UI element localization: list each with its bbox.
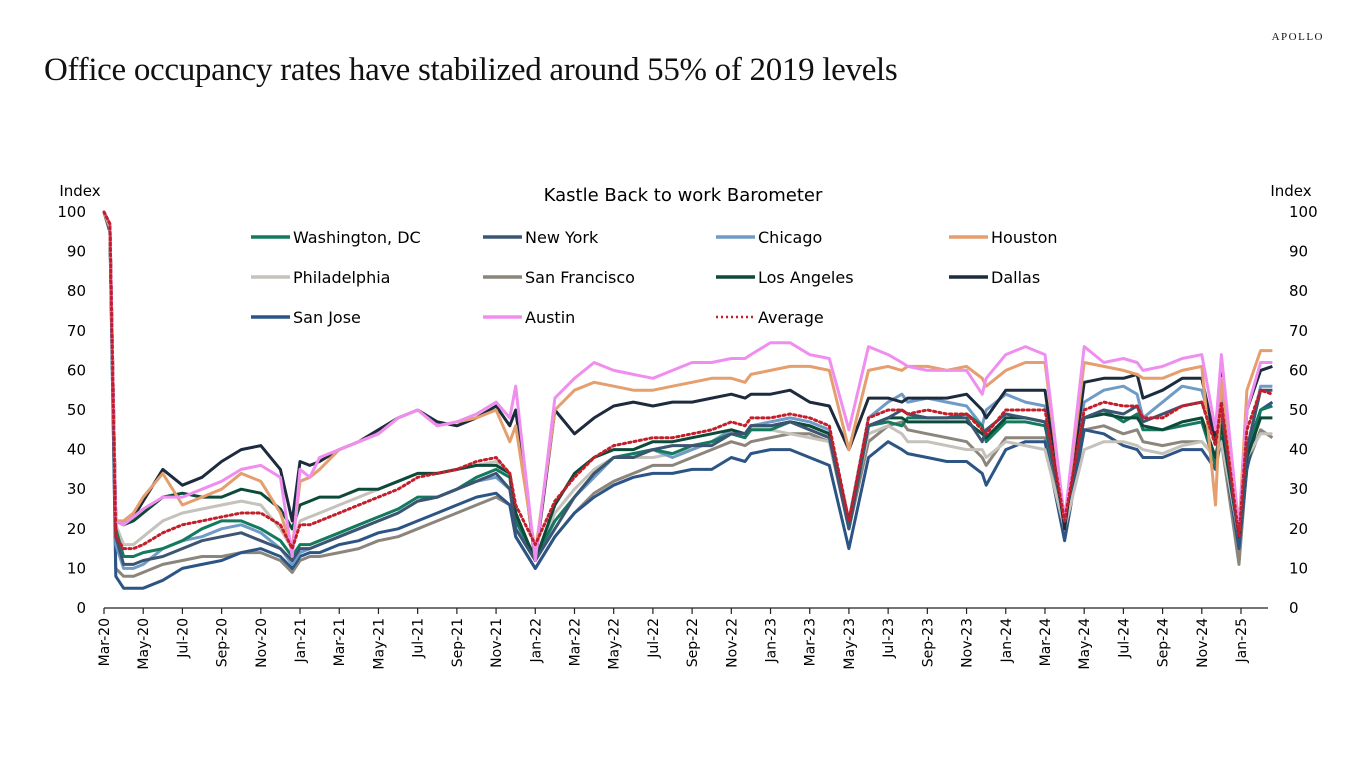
y-tick-label-left: 30	[67, 480, 86, 498]
y-ticks-right: 0 10 20 30 40 50 60 70 80 90 100	[1289, 203, 1318, 617]
x-tick-label: Jul-23	[881, 618, 897, 659]
y-tick-label-right: 0	[1289, 599, 1299, 617]
x-tick-label: Nov-24	[1195, 618, 1211, 668]
x-tick-label: Sep-21	[450, 618, 466, 667]
x-tick-label: Nov-21	[489, 618, 505, 668]
legend-item: Chicago	[716, 228, 822, 247]
x-tick-label: Jan-24	[999, 618, 1015, 664]
x-tick-label: Jan-25	[1234, 618, 1250, 663]
legend-item: Average	[716, 308, 824, 327]
y-tick-label-right: 50	[1289, 401, 1308, 419]
x-tick-label: Sep-22	[685, 618, 701, 667]
x-ticks: Mar-20 May-20 Jul-20 Sep-20 Nov-20 Jan-21 Mar-…	[97, 608, 1250, 670]
legend-label: Houston	[991, 228, 1058, 247]
legend-item: Los Angeles	[716, 268, 854, 287]
y-tick-label-left: 0	[76, 599, 86, 617]
legend-item: Washington, DC	[251, 228, 421, 247]
y-tick-label-right: 90	[1289, 243, 1308, 261]
y-axis-label-right: Index	[1270, 182, 1311, 200]
series-line-chicago	[102, 211, 1273, 570]
y-tick-label-right: 60	[1289, 361, 1308, 379]
y-tick-label-left: 60	[67, 361, 86, 379]
series-line-average	[102, 210, 1274, 551]
x-tick-label: Sep-20	[215, 618, 231, 667]
x-tick-label: Jan-23	[764, 618, 780, 663]
series-line-austin	[102, 211, 1273, 562]
x-tick-label: Jul-21	[411, 618, 427, 659]
y-axis-label-left: Index	[59, 182, 100, 200]
y-tick-label-left: 50	[67, 401, 86, 419]
legend-item: Dallas	[949, 268, 1040, 287]
chart-title: Kastle Back to work Barometer	[544, 185, 823, 206]
legend-item: San Francisco	[483, 268, 635, 287]
x-tick-label: Jan-21	[293, 618, 309, 663]
x-tick-label: Nov-22	[724, 618, 740, 668]
legend-label: Average	[758, 308, 824, 327]
legend: Washington, DC New York Chicago Houston Phil…	[251, 228, 1058, 327]
legend-item: Austin	[483, 308, 575, 327]
x-tick-label: Sep-23	[920, 618, 936, 667]
x-tick-label: Nov-23	[960, 618, 976, 668]
legend-item: Philadelphia	[251, 268, 390, 287]
x-tick-label: Jul-24	[1116, 618, 1132, 659]
y-tick-label-left: 90	[67, 243, 86, 261]
series-line-san-francisco	[102, 211, 1274, 578]
series-line-san-jose	[102, 211, 1274, 590]
y-tick-label-right: 100	[1289, 203, 1318, 221]
legend-label: Philadelphia	[293, 268, 390, 287]
x-tick-label: May-21	[371, 618, 387, 670]
series-line-los-angeles	[102, 211, 1273, 562]
series-line-houston	[102, 211, 1273, 555]
y-tick-label-left: 70	[67, 322, 86, 340]
legend-label: San Francisco	[525, 268, 635, 287]
x-tick-label: Mar-24	[1038, 618, 1054, 666]
headline: Office occupancy rates have stabilized a…	[44, 52, 898, 88]
y-tick-label-left: 20	[67, 520, 86, 538]
y-tick-label-left: 10	[67, 559, 86, 577]
y-tick-label-right: 70	[1289, 322, 1308, 340]
x-tick-label: May-20	[136, 618, 152, 670]
legend-item: New York	[483, 228, 599, 247]
y-tick-label-right: 20	[1289, 520, 1308, 538]
y-tick-label-left: 40	[67, 441, 86, 459]
legend-label: San Jose	[293, 308, 361, 327]
x-tick-label: Jul-22	[646, 618, 662, 659]
series-layer	[102, 210, 1274, 590]
legend-label: Chicago	[758, 228, 822, 247]
series-line-dallas	[102, 211, 1273, 562]
x-tick-label: Mar-23	[803, 618, 819, 666]
x-tick-label: May-22	[607, 618, 623, 670]
x-tick-label: Mar-21	[332, 618, 348, 666]
y-tick-label-left: 100	[57, 203, 86, 221]
y-tick-label-right: 10	[1289, 559, 1308, 577]
x-tick-label: Sep-24	[1156, 618, 1172, 667]
brand-logo: APOLLO	[1271, 31, 1324, 43]
x-tick-label: Mar-20	[97, 618, 113, 666]
y-tick-label-right: 80	[1289, 282, 1308, 300]
y-tick-label-left: 80	[67, 282, 86, 300]
legend-label: Austin	[525, 308, 575, 327]
legend-label: Los Angeles	[758, 268, 854, 287]
x-tick-label: Jan-22	[528, 618, 544, 663]
y-ticks-left: 0 10 20 30 40 50 60 70 80 90 100	[57, 203, 86, 617]
x-tick-label: Mar-22	[567, 618, 583, 666]
legend-label: New York	[525, 228, 599, 247]
y-tick-label-right: 40	[1289, 441, 1308, 459]
legend-label: Washington, DC	[293, 228, 421, 247]
x-tick-label: Jul-20	[175, 618, 191, 659]
x-tick-label: May-23	[842, 618, 858, 670]
legend-item: San Jose	[251, 308, 361, 327]
series-line-new-york	[102, 211, 1273, 566]
x-tick-label: May-24	[1077, 618, 1093, 670]
legend-label: Dallas	[991, 268, 1040, 287]
y-tick-label-right: 30	[1289, 480, 1308, 498]
legend-item: Houston	[949, 228, 1058, 247]
x-tick-label: Nov-20	[254, 618, 270, 668]
